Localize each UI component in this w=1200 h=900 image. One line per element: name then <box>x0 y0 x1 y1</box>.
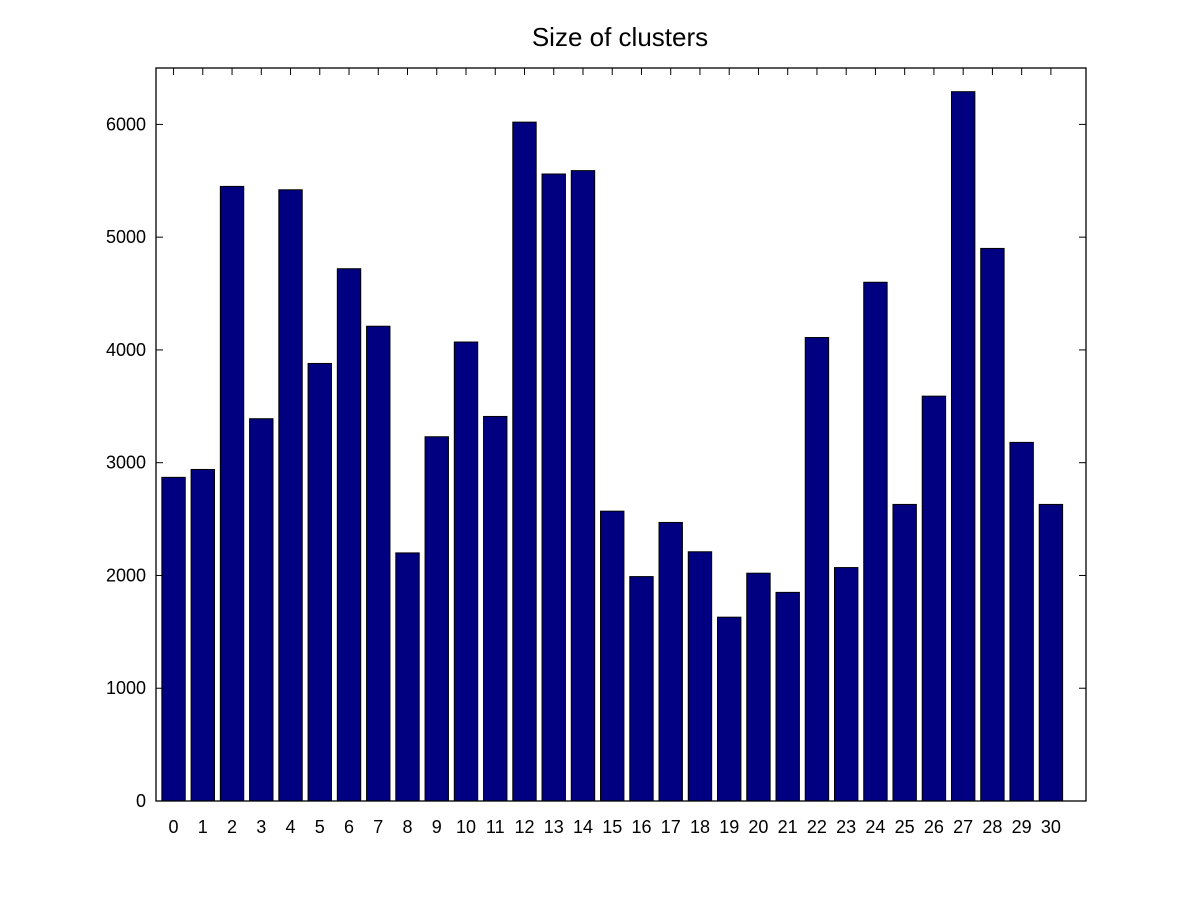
bar-10 <box>453 341 479 802</box>
x-tick-label: 1 <box>198 817 208 837</box>
y-tick-label: 1000 <box>106 678 146 698</box>
bar-8 <box>395 552 420 802</box>
x-tick-label: 28 <box>982 817 1002 837</box>
x-tick-label: 25 <box>895 817 915 837</box>
bar-3 <box>249 418 274 802</box>
x-tick-label: 12 <box>514 817 534 837</box>
x-axis: 0 1 2 3 4 5 6 7 8 9 10 11 12 13 14 15 16 17 18 19 20 21 22 23 24… <box>169 68 1061 837</box>
y-tick-label: 6000 <box>106 114 146 134</box>
bar-16 <box>629 576 654 802</box>
bar-13 <box>541 173 566 802</box>
bar-15 <box>600 510 625 802</box>
bar-7 <box>366 325 391 802</box>
y-tick-label: 5000 <box>106 227 146 247</box>
x-tick-label: 29 <box>1012 817 1032 837</box>
bar-20 <box>746 572 771 802</box>
x-tick-label: 0 <box>169 817 179 837</box>
x-tick-label: 10 <box>456 817 476 837</box>
x-tick-label: 18 <box>690 817 710 837</box>
bar-17 <box>658 521 683 802</box>
bar-29 <box>1009 441 1034 802</box>
x-tick-label: 21 <box>778 817 798 837</box>
bar-series <box>161 91 1064 802</box>
y-tick-label: 3000 <box>106 453 146 473</box>
y-tick-label: 2000 <box>106 565 146 585</box>
bar-6 <box>336 268 362 802</box>
x-tick-label: 24 <box>865 817 885 837</box>
bar-12 <box>512 121 537 802</box>
bar-28 <box>980 247 1005 802</box>
bar-14 <box>570 170 596 802</box>
bar-1 <box>190 468 215 802</box>
x-tick-label: 5 <box>315 817 325 837</box>
x-tick-label: 7 <box>373 817 383 837</box>
x-tick-label: 23 <box>836 817 856 837</box>
x-tick-label: 9 <box>432 817 442 837</box>
bar-21 <box>775 591 800 802</box>
bar-26 <box>921 395 947 802</box>
y-tick-label: 0 <box>136 791 146 811</box>
x-tick-label: 3 <box>256 817 266 837</box>
x-tick-label: 6 <box>344 817 354 837</box>
x-tick-label: 4 <box>286 817 296 837</box>
x-tick-label: 2 <box>227 817 237 837</box>
x-tick-label: 30 <box>1041 817 1061 837</box>
bar-25 <box>892 503 917 802</box>
bar-5 <box>307 362 332 802</box>
bar-24 <box>863 281 888 802</box>
bar-18 <box>687 551 713 802</box>
bar-9 <box>424 436 449 802</box>
bar-22 <box>804 337 830 802</box>
bar-2 <box>219 185 245 802</box>
bar-19 <box>717 616 742 802</box>
bar-27 <box>950 91 976 802</box>
bar-23 <box>833 567 859 802</box>
y-tick-label: 4000 <box>106 340 146 360</box>
bar-0 <box>161 476 186 802</box>
x-tick-label: 17 <box>661 817 681 837</box>
x-tick-label: 26 <box>924 817 944 837</box>
y-axis: 0 1000 2000 3000 4000 5000 6000 <box>106 114 1086 811</box>
x-tick-label: 19 <box>719 817 739 837</box>
x-tick-label: 13 <box>544 817 564 837</box>
chart-title: Size of clusters <box>532 22 708 52</box>
x-tick-label: 22 <box>807 817 827 837</box>
plot-frame <box>155 67 1087 802</box>
x-tick-label: 15 <box>602 817 622 837</box>
bar-4 <box>278 189 303 802</box>
x-tick-label: 11 <box>486 817 505 837</box>
x-tick-label: 16 <box>631 817 651 837</box>
x-tick-label: 8 <box>403 817 413 837</box>
x-tick-label: 14 <box>573 817 593 837</box>
x-tick-label: 27 <box>953 817 973 837</box>
x-tick-label: 20 <box>748 817 768 837</box>
bar-11 <box>483 415 508 802</box>
bar-30 <box>1038 503 1064 802</box>
